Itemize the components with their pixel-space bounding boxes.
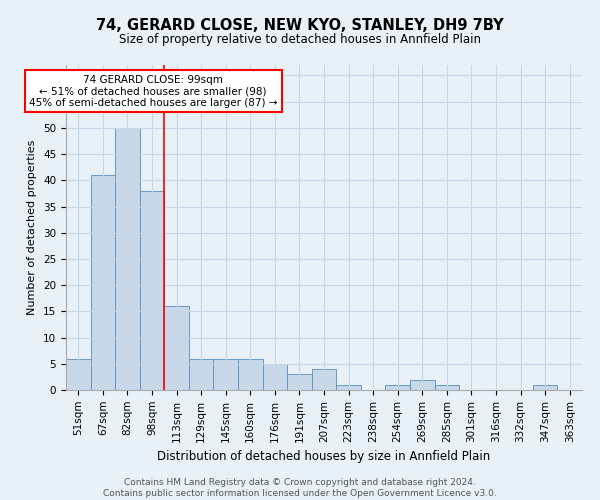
Bar — [385, 385, 410, 390]
Text: Size of property relative to detached houses in Annfield Plain: Size of property relative to detached ho… — [119, 32, 481, 46]
Text: 74 GERARD CLOSE: 99sqm
← 51% of detached houses are smaller (98)
45% of semi-det: 74 GERARD CLOSE: 99sqm ← 51% of detached… — [29, 74, 277, 108]
X-axis label: Distribution of detached houses by size in Annfield Plain: Distribution of detached houses by size … — [157, 450, 491, 463]
Bar — [66, 358, 91, 390]
Bar — [238, 358, 263, 390]
Bar — [312, 369, 336, 390]
Y-axis label: Number of detached properties: Number of detached properties — [28, 140, 37, 315]
Bar — [140, 191, 164, 390]
Bar — [115, 128, 140, 390]
Bar — [189, 358, 214, 390]
Text: Contains HM Land Registry data © Crown copyright and database right 2024.
Contai: Contains HM Land Registry data © Crown c… — [103, 478, 497, 498]
Bar — [91, 175, 115, 390]
Bar — [263, 364, 287, 390]
Bar — [533, 385, 557, 390]
Bar — [410, 380, 434, 390]
Bar — [214, 358, 238, 390]
Bar — [287, 374, 312, 390]
Bar — [434, 385, 459, 390]
Text: 74, GERARD CLOSE, NEW KYO, STANLEY, DH9 7BY: 74, GERARD CLOSE, NEW KYO, STANLEY, DH9 … — [96, 18, 504, 32]
Bar — [164, 306, 189, 390]
Bar — [336, 385, 361, 390]
